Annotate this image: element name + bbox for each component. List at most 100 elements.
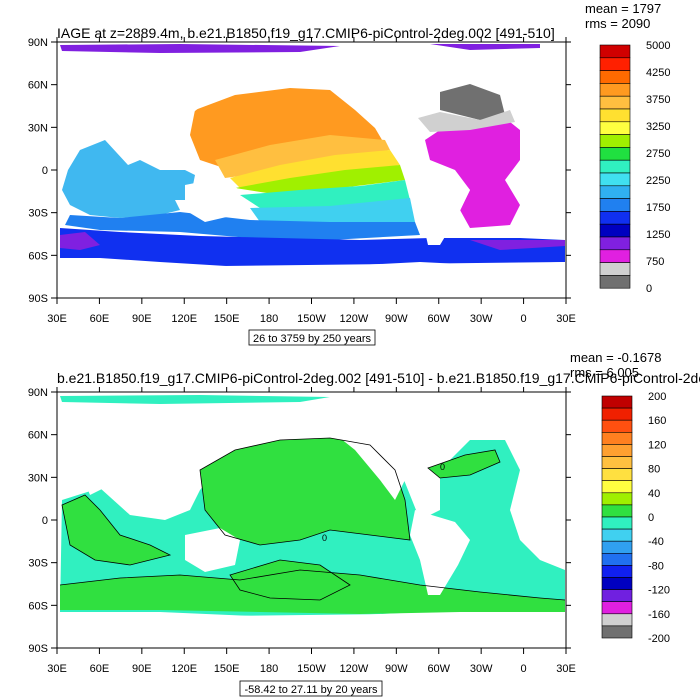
panel-2-north-pacific-green — [200, 438, 410, 545]
panel-1-south-pacific-blue — [250, 198, 415, 225]
panel-1-range-label: 26 to 3759 by 250 years — [253, 333, 372, 345]
colorbar-swatch — [599, 236, 631, 251]
x-tick-label: 150E — [214, 663, 240, 675]
panel-2-arctic-ocean — [60, 395, 330, 404]
colorbar-swatch — [601, 407, 633, 421]
colorbar-label: -120 — [648, 585, 670, 597]
x-tick-label: 150W — [297, 313, 326, 325]
y-tick-label: 30N — [28, 472, 48, 484]
colorbar-label: 3750 — [646, 94, 670, 106]
panel-1-mean: mean = 1797 — [585, 1, 661, 16]
panel-1-colorbar: 5000 4250 3750 3250 2750 2250 1750 1250 750 0 — [599, 40, 670, 295]
colorbar-label: 4250 — [646, 67, 670, 79]
colorbar-label: 1250 — [646, 229, 670, 241]
colorbar-swatch — [601, 528, 633, 542]
panel-2-land-north-america — [330, 402, 440, 500]
panel-1-arctic-ocean — [60, 44, 340, 53]
panel-2-colorbar: 200 160 120 80 40 0 -40 -80 -120 -160 -200 — [601, 391, 670, 645]
colorbar-label: -80 — [648, 560, 664, 572]
panel-2-contour-label-atlantic: 0 — [440, 462, 445, 472]
colorbar-swatch — [601, 589, 633, 602]
colorbar-swatch — [601, 395, 633, 409]
panel-2-south-pacific-green — [230, 560, 350, 600]
colorbar-swatch — [601, 516, 633, 530]
colorbar-swatch — [601, 492, 633, 506]
x-tick-label: 120W — [340, 663, 369, 675]
panel-1-atlantic — [425, 118, 520, 228]
panel-1-south-pacific-midblue — [65, 212, 420, 240]
y-tick-label: 60S — [28, 600, 48, 612]
colorbar-label: 0 — [646, 283, 652, 295]
panel-2-zero-contour-atlantic — [427, 449, 501, 479]
colorbar-label: 1750 — [646, 202, 670, 214]
colorbar-swatch — [599, 223, 631, 238]
panel-1-north-pacific-yellow — [215, 135, 390, 178]
panel-1-axes: 30E 60E 90E 120E 150E 180 150W 120W 90W 60W 30W 0 30… — [28, 37, 576, 325]
panel-1-land-australia — [185, 178, 240, 222]
x-tick-label: 0 — [521, 313, 527, 325]
panel-1-north-atlantic-gray — [440, 84, 505, 120]
y-tick-label: 0 — [42, 515, 48, 527]
x-tick-label: 120E — [171, 313, 197, 325]
panel-2-range-label: -58.42 to 27.11 by 20 years — [244, 684, 378, 696]
panel-1-land-north-america — [330, 52, 440, 150]
colorbar-label: 200 — [648, 391, 666, 403]
y-tick-label: 90S — [28, 643, 48, 655]
colorbar-label: 80 — [648, 464, 660, 476]
panel-1-tropical-pacific-yellow — [230, 150, 400, 188]
colorbar-swatch — [601, 540, 633, 554]
colorbar-label: 750 — [646, 256, 664, 268]
colorbar-label: 2750 — [646, 148, 670, 160]
x-tick-label: 60W — [427, 663, 450, 675]
colorbar-swatch — [601, 468, 633, 482]
x-tick-label: 30E — [47, 663, 67, 675]
x-tick-label: 180 — [260, 663, 278, 675]
y-tick-label: 30N — [28, 122, 48, 134]
panel-1-title: IAGE at z=2889.4m, b.e21.B1850.f19_g17.C… — [57, 25, 555, 41]
colorbar-swatch — [601, 565, 633, 578]
colorbar-swatch — [599, 275, 631, 289]
colorbar-swatch — [601, 601, 633, 615]
colorbar-swatch — [599, 134, 631, 148]
colorbar-swatch — [601, 419, 633, 433]
x-tick-label: 120E — [171, 663, 197, 675]
colorbar-swatch — [599, 249, 631, 263]
y-tick-label: 90S — [28, 293, 48, 305]
colorbar-swatch — [601, 613, 633, 627]
x-tick-label: 60E — [90, 313, 110, 325]
colorbar-swatch — [599, 159, 631, 174]
colorbar-label: -40 — [648, 536, 664, 548]
colorbar-swatch — [601, 456, 633, 469]
x-tick-label: 180 — [260, 313, 278, 325]
panel-2-mean: mean = -0.1678 — [570, 350, 661, 365]
colorbar-swatch — [599, 44, 631, 59]
x-tick-label: 30E — [556, 663, 576, 675]
y-tick-label: 60S — [28, 250, 48, 262]
panel-2-zero-contour-south-pacific — [229, 559, 351, 601]
panel-2-zero-contour-indian — [61, 494, 172, 566]
panel-2-land-asia — [57, 404, 215, 505]
x-tick-label: 120W — [340, 313, 369, 325]
colorbar-swatch — [601, 625, 633, 639]
colorbar-label: 120 — [648, 439, 666, 451]
panel-1-land-asia — [57, 54, 215, 155]
x-tick-label: 30E — [556, 313, 576, 325]
panel-1-range-box — [248, 329, 376, 346]
x-tick-label: 30W — [470, 663, 493, 675]
panel-1: IAGE at z=2889.4m, b.e21.B1850.f19_g17.C… — [28, 1, 670, 346]
x-tick-label: 30E — [47, 313, 67, 325]
panel-2-zero-contour-southern — [59, 569, 566, 601]
colorbar-swatch — [601, 504, 633, 518]
colorbar-swatch — [599, 262, 631, 276]
colorbar-swatch — [599, 147, 631, 161]
colorbar-swatch — [599, 211, 631, 225]
panel-2-land-south-america — [410, 510, 470, 595]
colorbar-swatch — [599, 172, 631, 187]
panel-1-north-pacific — [190, 88, 385, 170]
panel-2-title: b.e21.B1850.f19_g17.CMIP6-piControl-2deg… — [57, 370, 700, 386]
colorbar-label: 0 — [648, 512, 654, 524]
x-tick-label: 60E — [90, 663, 110, 675]
panel-2-zero-contour-pacific — [199, 437, 411, 546]
colorbar-swatch — [601, 444, 633, 457]
